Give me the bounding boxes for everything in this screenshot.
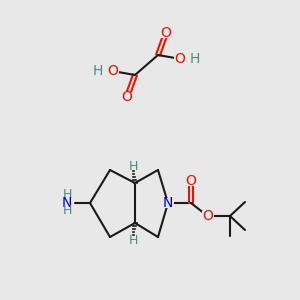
Text: H: H [128,160,138,172]
Bar [62,207,71,215]
Text: O: O [175,52,185,66]
Bar [190,54,200,64]
Bar [62,199,72,208]
Bar [93,66,103,76]
Bar [128,162,137,170]
Bar [174,54,186,64]
Text: H: H [62,188,72,202]
Bar [121,92,133,102]
Bar [62,191,71,199]
Text: N: N [62,196,72,210]
Text: H: H [190,52,200,66]
Text: H: H [93,64,103,78]
Text: O: O [202,209,213,223]
Text: O: O [108,64,118,78]
Bar [202,211,214,221]
Text: N: N [163,196,173,210]
Text: O: O [160,26,171,40]
Bar [107,66,119,76]
Bar [163,198,173,208]
Bar [128,236,137,244]
Text: H: H [128,233,138,247]
Bar [185,176,197,186]
Text: O: O [186,174,196,188]
Bar [160,28,172,38]
Text: O: O [122,90,132,104]
Text: H: H [62,205,72,218]
